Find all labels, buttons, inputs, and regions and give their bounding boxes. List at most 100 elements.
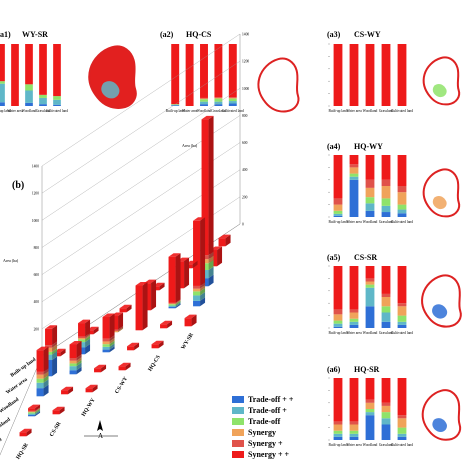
bar-segment-a6 (349, 430, 359, 434)
bar-segment-a5 (365, 281, 375, 285)
bar-segment-a2 (171, 104, 180, 106)
bar3d-side (35, 411, 41, 417)
bar-segment-a3 (333, 44, 343, 106)
bar3d-side (167, 320, 173, 329)
bar-segment-a2 (171, 44, 180, 105)
bar-segment-a5 (397, 303, 407, 307)
bar-segment-a2 (200, 99, 208, 102)
bar-segment-a2 (200, 44, 208, 98)
bar-segment-a4 (365, 210, 375, 217)
legend-item: Trade-off (232, 416, 322, 427)
bar3d-front (78, 323, 86, 337)
legend-label: Synergy + (248, 439, 283, 448)
bar-segment-a5 (349, 266, 359, 310)
bar3d-side (159, 282, 165, 291)
bar3d-front (102, 346, 110, 350)
bar-segment-a6 (397, 427, 407, 434)
bar-segment-a4 (333, 198, 343, 205)
bar3d-side (109, 337, 115, 345)
panel-label-a4: (a4) (327, 142, 341, 151)
z-tick-label-top: 1000 (242, 87, 249, 91)
bar3d-side (158, 340, 164, 349)
x-tick-label-a6: Water area (346, 443, 362, 447)
bar-segment-a5 (365, 266, 375, 279)
bar3d-front (102, 341, 110, 345)
bar3d-side (200, 291, 206, 301)
bar3d-side (60, 348, 66, 357)
bar3d-top (184, 314, 197, 319)
bar-segment-a5 (365, 278, 375, 282)
bar3d-side (35, 408, 41, 413)
bar-segment-a2 (185, 44, 194, 106)
panel-label-a6: (a6) (327, 365, 341, 374)
z-tick-label: 1200 (32, 192, 39, 196)
z-tick-label-top: 600 (242, 141, 248, 145)
legend-label: Synergy + + (248, 450, 290, 459)
bar-segment-a4 (333, 213, 343, 216)
bar3d-side (109, 340, 115, 347)
bar3d-front (94, 368, 102, 373)
bar3d-front (69, 370, 77, 375)
legend-item: Synergy (232, 427, 322, 438)
bar3d-front (193, 288, 201, 292)
grid-line-3d (41, 60, 241, 194)
bar3d-front (193, 291, 201, 296)
bar3d-side (52, 356, 58, 377)
bar-segment-a6 (365, 399, 375, 403)
bar-segment-a6 (381, 424, 391, 440)
bar-segment-a4 (349, 167, 359, 174)
bar3d-top (160, 320, 173, 325)
bar-segment-a6 (365, 415, 375, 440)
map-a5-zone (432, 304, 448, 319)
legend-item: Synergy + (232, 438, 322, 449)
bar-segment-a1 (39, 97, 47, 105)
pair-axis-label: HQ-CS (147, 354, 161, 372)
bar-segment-a1 (53, 104, 61, 106)
bar-segment-a4 (397, 213, 407, 217)
bar3d-front (69, 366, 77, 371)
map-a3 (422, 56, 461, 106)
bar3d-front (118, 366, 126, 371)
map-a4-zone (432, 195, 447, 210)
bar3d-side (175, 300, 181, 305)
bar3d-side (125, 362, 131, 371)
x-tick-label-a3: Built-up land (328, 109, 347, 113)
map-a2 (257, 57, 300, 113)
bar-segment-a4 (349, 179, 359, 217)
x-tick-label-a1: Water area (7, 109, 23, 113)
bar3d-front (36, 374, 44, 379)
bar3d-side (101, 364, 107, 373)
bar3d-side (76, 359, 82, 367)
bar3d-front (102, 338, 110, 342)
bar-segment-a1 (0, 102, 5, 106)
bar-segment-a4 (365, 179, 375, 188)
bar-segment-a5 (349, 309, 359, 313)
x-tick-label-a3: Woodland (363, 109, 378, 113)
legend-label: Synergy (248, 428, 276, 437)
bar3d-side (59, 406, 65, 415)
bar-segment-a5 (333, 266, 343, 310)
bar3d-side (184, 257, 190, 289)
bar-segment-a5 (397, 324, 407, 328)
bar3d-front (78, 339, 86, 343)
x-tick-label-a1: Grassland (36, 109, 51, 113)
legend: Trade-off + + Trade-off + Trade-off Syne… (232, 394, 322, 460)
bar3d-front (160, 324, 168, 329)
bar3d-side (109, 335, 115, 342)
bar-segment-a2 (214, 97, 223, 99)
bar-segment-a2 (200, 104, 208, 106)
map-a4 (422, 168, 461, 218)
bar3d-front (28, 408, 36, 411)
bar-segment-a1 (11, 44, 19, 106)
bar-segment-a2 (214, 97, 223, 98)
bar-segment-a5 (381, 312, 391, 322)
bar3d-side (43, 375, 49, 383)
bar-segment-a5 (381, 266, 391, 294)
bar3d-top (118, 362, 131, 367)
panel-name-a6: HQ-SR (354, 365, 380, 374)
bar-segment-a1 (39, 44, 47, 95)
bar-segment-a6 (397, 433, 407, 437)
bar-segment-a1 (0, 44, 5, 82)
x-tick-label-a5: Built-up land (328, 331, 347, 335)
bar3d-side (85, 319, 91, 337)
